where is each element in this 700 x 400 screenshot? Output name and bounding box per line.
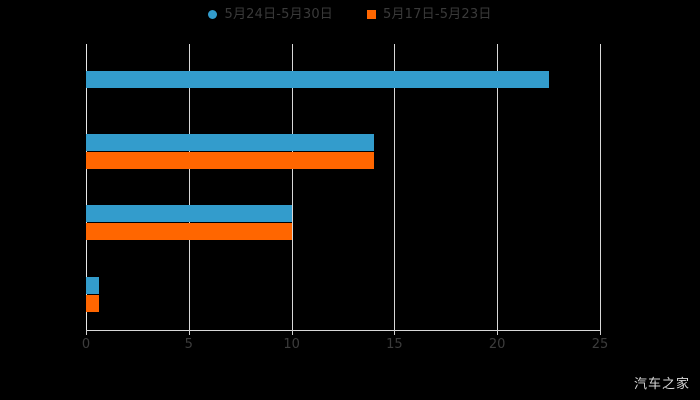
- x-tick-mark-25: [600, 330, 601, 335]
- bar-中国-series-1[interactable]: [86, 223, 292, 241]
- plot-area: [86, 44, 601, 330]
- chart-legend: 5月24日-5月30日 5月17日-5月23日: [0, 8, 700, 21]
- x-tick-mark-15: [394, 330, 396, 335]
- x-tick-mark-20: [497, 330, 499, 335]
- x-tick-label-20: 20: [488, 337, 506, 352]
- x-tick-mark-10: [291, 330, 293, 335]
- x-tick-label-15: 15: [386, 337, 403, 352]
- watermark: 汽车之家: [633, 377, 690, 392]
- x-tick-mark-0: [86, 330, 87, 335]
- x-tick-label-5: 5: [184, 337, 193, 352]
- x-axis-line: [86, 330, 601, 331]
- bar-中国-series-0[interactable]: [86, 205, 292, 223]
- bar-德国-series-0[interactable]: [86, 71, 549, 89]
- gridline-5: [188, 44, 190, 330]
- legend-label-1: 5月17日-5月23日: [383, 7, 492, 22]
- gridline-10: [291, 44, 293, 330]
- bar-法国-series-1[interactable]: [86, 294, 100, 312]
- legend-marker-circle-icon: [208, 10, 218, 19]
- x-tick-label-25: 25: [591, 337, 609, 352]
- bar-法国-series-0[interactable]: [86, 276, 100, 294]
- legend-item-1[interactable]: 5月17日-5月23日: [367, 8, 492, 21]
- legend-item-0[interactable]: 5月24日-5月30日: [208, 8, 333, 21]
- bar-日本-series-0[interactable]: [86, 133, 374, 151]
- gridline-25: [600, 44, 601, 330]
- x-tick-label-0: 0: [81, 337, 91, 352]
- x-tick-label-10: 10: [283, 337, 300, 352]
- legend-marker-square-icon: [367, 10, 376, 19]
- gridline-0: [86, 44, 87, 330]
- legend-label-0: 5月24日-5月30日: [224, 7, 333, 22]
- gridline-15: [394, 44, 396, 330]
- bar-日本-series-1[interactable]: [86, 151, 374, 169]
- x-tick-mark-5: [188, 330, 190, 335]
- gridline-20: [497, 44, 499, 330]
